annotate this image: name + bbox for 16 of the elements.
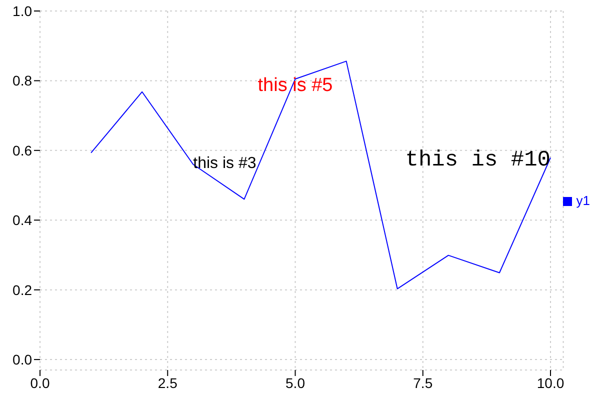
x-tick-label: 0.0 — [30, 374, 50, 391]
legend-label: y1 — [576, 192, 590, 208]
y-tick-label: 0.0 — [12, 352, 32, 368]
x-tick-label: 5.0 — [286, 374, 306, 391]
x-tick-label: 2.5 — [158, 374, 178, 391]
y-tick-label: 1.0 — [12, 2, 32, 19]
annotation: this is #3 — [193, 155, 256, 172]
annotation: this is #10 — [405, 147, 551, 172]
line-series — [90, 60, 552, 290]
annotation: this is #5 — [258, 74, 333, 96]
y-tick-label: 0.8 — [12, 72, 32, 89]
x-tick-label: 10.0 — [536, 374, 564, 391]
y-tick-label: 0.4 — [12, 212, 32, 228]
x-tick-label: 7.5 — [413, 374, 433, 391]
y-tick-label: 0.2 — [12, 282, 32, 298]
y-tick-label: 0.6 — [12, 142, 32, 158]
